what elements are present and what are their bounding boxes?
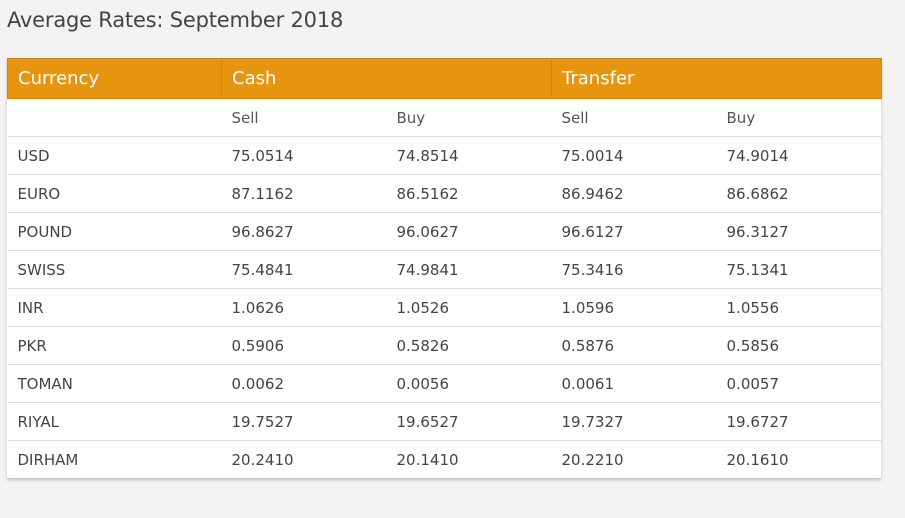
table-row: EURO 87.1162 86.5162 86.9462 86.6862 [7,174,882,213]
cell-transfer-buy: 19.6727 [716,402,882,441]
table-row: TOMAN 0.0062 0.0056 0.0061 0.0057 [7,364,882,403]
cell-currency: USD [7,136,222,175]
cell-transfer-sell: 75.3416 [551,250,717,289]
cell-cash-sell: 20.2410 [231,450,294,469]
cell-transfer-buy: 96.3127 [716,212,882,251]
cell-transfer-buy: 20.1610 [726,450,789,469]
cell-cash-buy: 74.8514 [386,136,552,175]
cell-transfer-sell: 86.9462 [551,174,717,213]
cell-transfer-buy: 74.9014 [716,136,882,175]
cell-transfer-sell: 75.0014 [551,136,717,175]
cell-cash-sell: 0.0062 [221,364,387,403]
cell-currency: TOMAN [7,364,222,403]
cell-cash-sell: 75.0514 [221,136,387,175]
table-header: Currency Cash Transfer [7,58,883,99]
header-currency: Currency [7,58,222,99]
header-transfer: Transfer [551,58,883,99]
cell-currency: RIYAL [7,402,222,441]
table-row: SWISS 75.4841 74.9841 75.3416 75.1341 [7,250,882,289]
cell-cash-sell: 0.5906 [221,326,387,365]
cell-transfer-sell: 0.5876 [551,326,717,365]
cell-transfer-buy: 86.6862 [716,174,882,213]
subheader-transfer-buy: Buy [716,98,882,137]
cell-transfer-sell: 20.2210 [561,450,624,469]
subheader-cash-buy: Buy [386,98,552,137]
cell-cash-buy: 20.1410 [396,450,459,469]
cell-transfer-buy: 1.0556 [716,288,882,327]
cell-currency: INR [7,288,222,327]
header-row: Currency Cash Transfer [7,58,883,99]
subheader-transfer-sell: Sell [551,98,717,137]
table-row: PKR 0.5906 0.5826 0.5876 0.5856 [7,326,882,365]
table-body: Sell Buy Sell Buy USD 75.0514 74.8514 75… [7,98,882,479]
cell-cash-sell: 96.8627 [221,212,387,251]
cell-transfer-sell: 0.0061 [551,364,717,403]
cell-currency: SWISS [7,250,222,289]
cell-transfer-sell: 96.6127 [551,212,717,251]
cell-cash-buy: 0.0056 [386,364,552,403]
subheader-cash-sell: Sell [221,98,387,137]
cell-currency: EURO [7,174,222,213]
cell-cash-sell: 1.0626 [221,288,387,327]
cell-transfer-buy: 0.5856 [716,326,882,365]
cell-cash-buy: 0.5826 [386,326,552,365]
cell-transfer-buy: 75.1341 [716,250,882,289]
header-cash: Cash [220,58,553,99]
cell-transfer-sell: 19.7327 [551,402,717,441]
cell-cash-buy: 74.9841 [386,250,552,289]
cell-cash-buy: 19.6527 [386,402,552,441]
cell-cash-sell: 87.1162 [221,174,387,213]
rates-table: Currency Cash Transfer Sell Buy Sell Buy… [7,58,883,479]
subheader-empty [7,98,222,137]
cell-transfer-sell: 1.0596 [551,288,717,327]
cell-cash-sell: 19.7527 [221,402,387,441]
page-title: Average Rates: September 2018 [7,8,344,32]
table-row: USD 75.0514 74.8514 75.0014 74.9014 [7,136,882,175]
cell-currency: POUND [7,212,222,251]
cell-cash-sell: 75.4841 [221,250,387,289]
cell-cash-buy: 86.5162 [386,174,552,213]
cell-currency: DIRHAM [17,450,79,469]
table-row: DIRHAM 20.2410 20.1410 20.2210 20.1610 [8,441,882,479]
rates-table-container: Currency Cash Transfer Sell Buy Sell Buy… [7,58,883,479]
cell-currency: PKR [7,326,222,365]
cell-transfer-buy: 0.0057 [716,364,882,403]
table-row: POUND 96.8627 96.0627 96.6127 96.3127 [7,212,882,251]
cell-cash-buy: 1.0526 [386,288,552,327]
table-row: INR 1.0626 1.0526 1.0596 1.0556 [7,288,882,327]
subheader-row: Sell Buy Sell Buy [7,98,882,137]
cell-cash-buy: 96.0627 [386,212,552,251]
table-row: RIYAL 19.7527 19.6527 19.7327 19.6727 [7,402,882,441]
